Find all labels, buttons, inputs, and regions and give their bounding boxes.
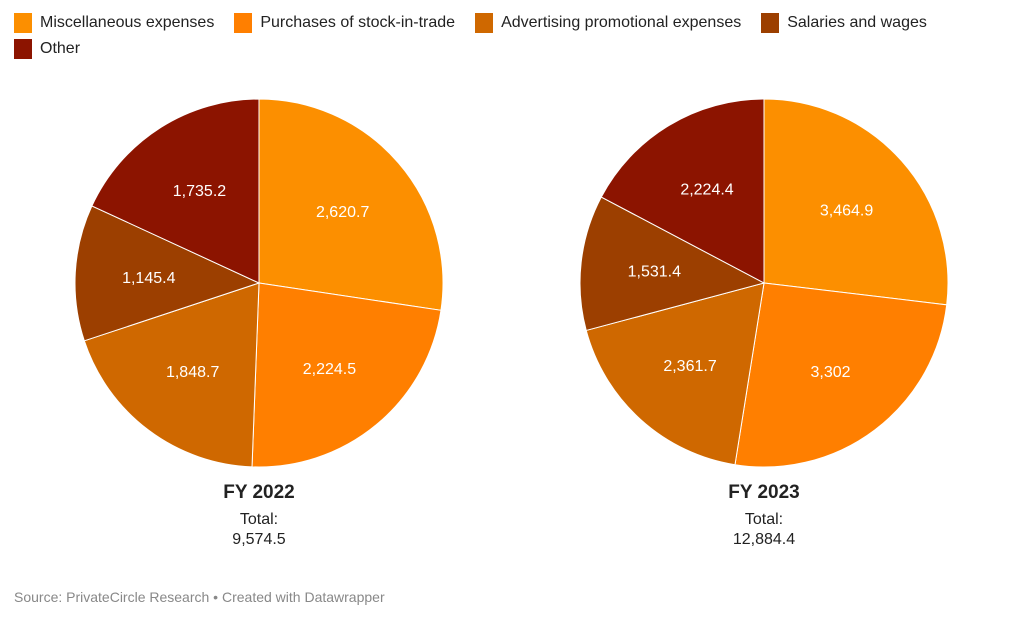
slice-label: 1,145.4 [122,270,175,287]
slice-label: 2,224.5 [303,361,356,378]
pie-title-fy2022: FY 2022 [223,482,295,503]
total-value: 9,574.5 [232,531,286,548]
slice-label: 1,848.7 [166,364,219,381]
legend-swatch [14,39,32,59]
pie-slice [83,282,260,468]
legend-item-purchases: Purchases of stock-in-trade [234,12,455,34]
pie-slice [91,98,260,284]
slice-label: 2,224.4 [680,181,733,198]
pie-slice [579,196,766,332]
legend-item-advertising: Advertising promotional expenses [475,12,741,34]
legend-label: Salaries and wages [787,14,927,31]
pie-slice [251,282,442,468]
total-value: 12,884.4 [732,531,796,548]
legend-swatch [14,13,32,33]
legend-label: Miscellaneous expenses [40,14,215,31]
pie-total-fy2022: Total: 9,574.5 [109,510,409,550]
pie-total-fy2023: Total: 12,884.4 [614,510,914,550]
pie-slice [763,98,949,306]
pie-slice [258,98,444,311]
legend-label: Purchases of stock-in-trade [260,14,456,31]
total-label: Total: [239,511,279,528]
legend: Miscellaneous expenses Purchases of stoc… [14,12,1014,60]
slice-label: 3,302 [811,364,851,381]
pie-slice [585,282,765,466]
source-note: Source: PrivateCircle Research • Created… [14,589,385,605]
legend-swatch [761,13,780,33]
total-label: Total: [744,511,784,528]
legend-item-other: Other [14,38,80,60]
slice-label: 2,620.7 [316,204,369,221]
pie-title-fy2023: FY 2023 [728,482,800,503]
legend-swatch [475,13,494,33]
pie-slice [74,205,261,342]
pie-slice [600,98,765,284]
pie-slice [734,282,948,468]
slice-label: 2,361.7 [663,358,716,375]
slice-label: 1,531.4 [628,264,681,281]
legend-swatch [234,13,253,33]
legend-label: Advertising promotional expenses [501,14,742,31]
legend-item-salaries: Salaries and wages [761,12,927,34]
slice-label: 1,735.2 [173,183,226,200]
legend-label: Other [40,40,81,57]
legend-item-misc: Miscellaneous expenses [14,12,214,34]
slice-label: 3,464.9 [820,203,873,220]
